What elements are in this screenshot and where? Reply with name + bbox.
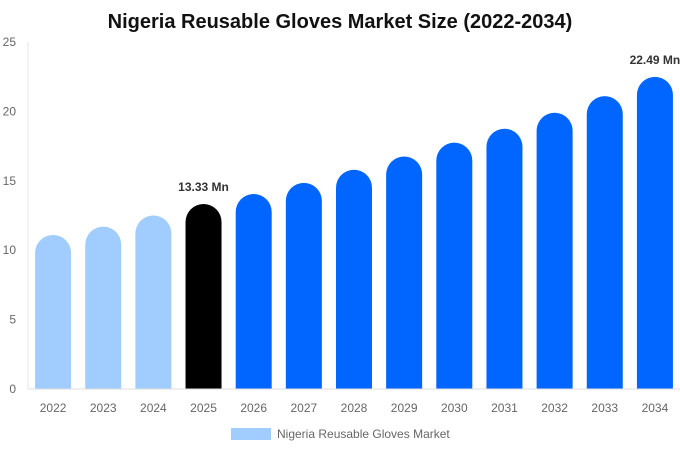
- x-tick-label: 2029: [391, 401, 418, 415]
- bar-2026[interactable]: [235, 193, 272, 389]
- bars: [35, 76, 673, 389]
- bar-2025[interactable]: [185, 203, 222, 389]
- data-label: 13.33 Mn: [178, 180, 229, 194]
- bar-2030[interactable]: [436, 142, 473, 389]
- x-tick-label: 2028: [341, 401, 368, 415]
- legend-swatch: [231, 428, 271, 440]
- bar-2023[interactable]: [85, 226, 122, 389]
- bar-2027[interactable]: [285, 182, 322, 389]
- bar-2029[interactable]: [386, 156, 423, 389]
- bar-2032[interactable]: [536, 112, 573, 389]
- bar-2022[interactable]: [35, 234, 72, 389]
- x-tick-label: 2031: [491, 401, 518, 415]
- y-tick-label: 5: [9, 313, 16, 327]
- x-tick-label: 2026: [240, 401, 267, 415]
- y-tick-label: 15: [3, 174, 17, 188]
- bar-2031[interactable]: [486, 128, 523, 389]
- x-tick-label: 2033: [591, 401, 618, 415]
- y-tick-label: 20: [3, 104, 17, 118]
- y-axis: 0 5 10 15 20 25: [3, 35, 29, 396]
- bar-2034[interactable]: [636, 76, 673, 389]
- bar-2028[interactable]: [336, 169, 372, 389]
- bar-2024[interactable]: [135, 215, 172, 389]
- legend-label: Nigeria Reusable Gloves Market: [277, 427, 450, 441]
- data-label: 22.49 Mn: [630, 53, 680, 67]
- y-tick-label: 25: [3, 35, 17, 49]
- x-tick-label: 2032: [541, 401, 568, 415]
- x-axis: 2022 2023 2024 2025 2026 2027 2028 2029 2030 2031…: [28, 388, 680, 415]
- x-tick-label: 2023: [90, 401, 117, 415]
- x-tick-label: 2025: [190, 401, 217, 415]
- x-tick-label: 2027: [290, 401, 317, 415]
- legend[interactable]: Nigeria Reusable Gloves Market: [231, 427, 450, 441]
- y-tick-label: 0: [9, 382, 16, 396]
- x-tick-label: 2030: [441, 401, 468, 415]
- bar-2033[interactable]: [586, 96, 623, 389]
- data-labels: 13.33 Mn 22.49 Mn: [178, 53, 680, 194]
- x-tick-label: 2024: [140, 401, 167, 415]
- chart-title: Nigeria Reusable Gloves Market Size (202…: [108, 11, 573, 33]
- y-tick-label: 10: [3, 243, 17, 257]
- x-tick-label: 2034: [642, 401, 669, 415]
- x-tick-label: 2022: [40, 401, 67, 415]
